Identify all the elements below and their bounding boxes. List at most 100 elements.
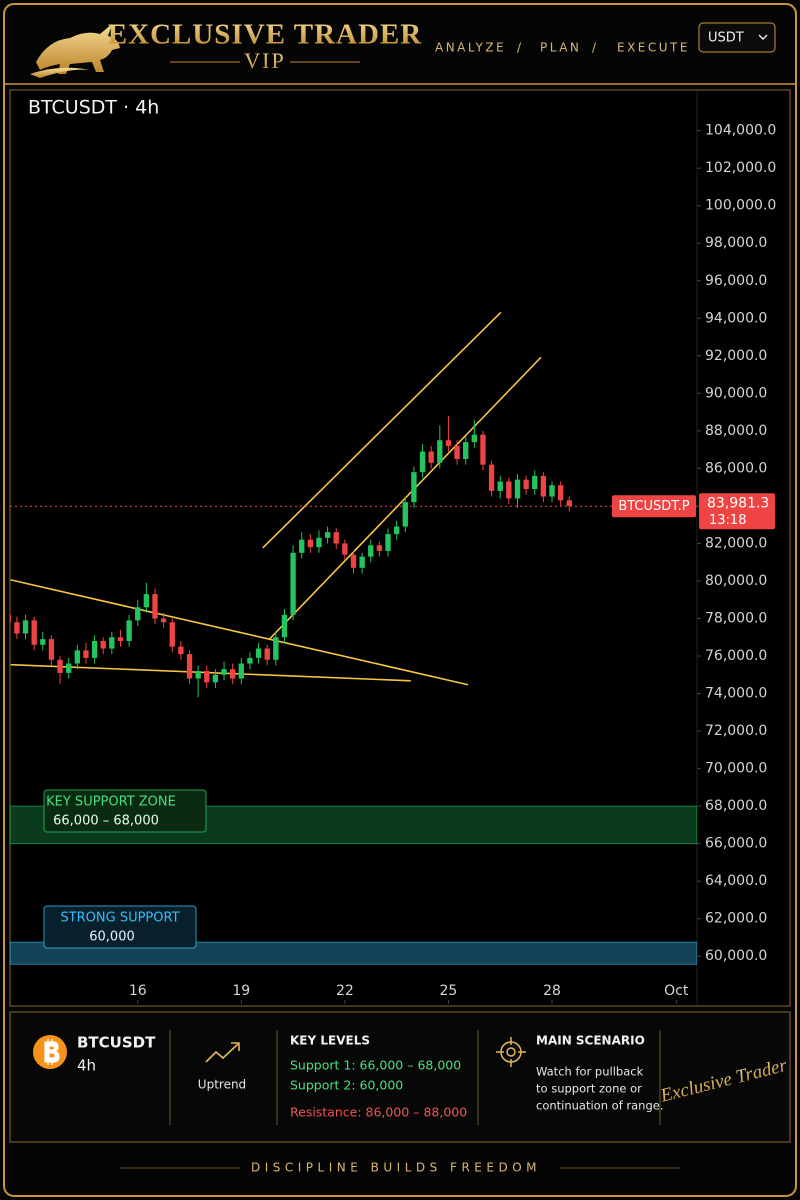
candle-body [359, 556, 365, 568]
candle-body [169, 622, 175, 647]
candle-body [221, 669, 227, 675]
y-tick-label: 94,000.0 [705, 310, 767, 326]
nav-item[interactable]: ANALYZE [435, 41, 506, 55]
candle-body [117, 637, 124, 642]
candle-body [160, 618, 167, 623]
nav-separator: / [592, 41, 599, 55]
zone-label: STRONG SUPPORT 60,000 [43, 905, 197, 949]
y-tick-label: 104,000.0 [705, 123, 776, 139]
trendline [262, 311, 502, 549]
scenario-line: continuation of range. [536, 1099, 664, 1113]
zone-label-range: 66,000 – 68,000 [53, 814, 159, 829]
y-tick-label: 80,000.0 [705, 573, 767, 589]
candle-body [135, 607, 141, 621]
candle-body [333, 532, 339, 544]
resistance: Resistance: 86,000 – 88,000 [290, 1105, 467, 1120]
y-tick-label: 88,000.0 [705, 423, 767, 439]
candle-body [31, 620, 37, 645]
x-tick-label: Oct [664, 983, 689, 999]
y-tick-label: 68,000.0 [705, 798, 767, 814]
x-tick-label: 25 [440, 983, 458, 999]
candle-body [385, 534, 391, 551]
candle-body [14, 622, 20, 634]
chart-panel [9, 89, 791, 1007]
zone-label-box [43, 905, 197, 949]
trendline [10, 579, 469, 686]
candle-body [22, 620, 29, 634]
candle-body [549, 485, 555, 497]
candle-body [204, 671, 210, 683]
candle-body [497, 481, 503, 491]
y-tick-label: 78,000.0 [705, 610, 767, 626]
candle-body [514, 479, 521, 499]
candle-body [264, 648, 270, 660]
last-price: 83,981.3 [707, 495, 769, 511]
outer-frame [3, 3, 797, 1197]
y-tick-label: 74,000.0 [705, 686, 767, 702]
candle-body [229, 669, 236, 679]
y-tick-label: 62,000.0 [705, 911, 767, 927]
nav-item[interactable]: PLAN [540, 41, 581, 55]
y-tick-label: 102,000.0 [705, 160, 776, 176]
candle-body [324, 532, 331, 538]
candle-body [532, 475, 538, 490]
y-tick-label: 64,000.0 [705, 873, 767, 889]
candle-body [445, 440, 452, 446]
chevron [758, 34, 768, 40]
candle-body [281, 614, 288, 638]
candle-body [178, 646, 184, 655]
nav-item[interactable]: EXECUTE [617, 41, 690, 55]
candle-body [57, 659, 63, 673]
scenario-line: to support zone or [536, 1082, 642, 1096]
y-tick-label: 96,000.0 [705, 273, 767, 289]
candle-body [437, 440, 443, 463]
target-icon [496, 1037, 526, 1067]
dropdown-value[interactable]: USDT [708, 31, 744, 46]
zone-label-value: 60,000 [89, 930, 135, 945]
candle-body [471, 434, 478, 443]
symbol-tag: BTCUSDT.P [618, 499, 689, 514]
candle-body [506, 481, 512, 499]
candle-body [419, 451, 426, 473]
candle-body [290, 552, 296, 615]
y-tick-label: 66,000.0 [705, 836, 767, 852]
price-tag: BTCUSDT.P 83,981.3 13:18 [612, 493, 775, 530]
dropdown-box[interactable] [698, 22, 776, 53]
candle-body [273, 637, 279, 660]
candle-body [368, 545, 374, 557]
currency-dropdown[interactable]: USDT [698, 22, 776, 53]
candle-body [40, 639, 46, 645]
candle-body [523, 479, 529, 490]
price-tag-box [699, 493, 775, 530]
candle-body [376, 545, 383, 551]
candle-body [566, 500, 572, 506]
candle-body [212, 674, 219, 683]
symbol-tag-box [612, 495, 696, 518]
candle-body [74, 650, 80, 664]
candle-body [402, 502, 408, 527]
candle-body [247, 657, 253, 664]
y-tick-label: 72,000.0 [705, 723, 767, 739]
x-tick-label: 22 [336, 983, 354, 999]
support-1: Support 1: 66,000 – 68,000 [290, 1058, 461, 1073]
candle-body [126, 620, 132, 642]
y-tick-label: 92,000.0 [705, 348, 767, 364]
candle-body [255, 648, 262, 658]
zone-label: KEY SUPPORT ZONE 66,000 – 68,000 [43, 789, 207, 833]
zone-label-title: STRONG SUPPORT [60, 911, 179, 926]
candle-body [299, 539, 305, 553]
candle-body [316, 537, 322, 548]
candle-body [480, 434, 486, 465]
sub-brand: VIP [244, 48, 285, 73]
bitcoin-icon [33, 1035, 67, 1069]
zone-label-title: KEY SUPPORT ZONE [46, 795, 176, 810]
candle-body [428, 451, 434, 463]
x-tick-label: 16 [129, 983, 147, 999]
trend-icon [205, 1042, 240, 1063]
candle-body [307, 539, 314, 548]
candle-body [91, 641, 98, 658]
candle-body [463, 442, 469, 460]
scenario-title: MAIN SCENARIO [536, 1034, 645, 1048]
zone-label-box [43, 789, 207, 833]
